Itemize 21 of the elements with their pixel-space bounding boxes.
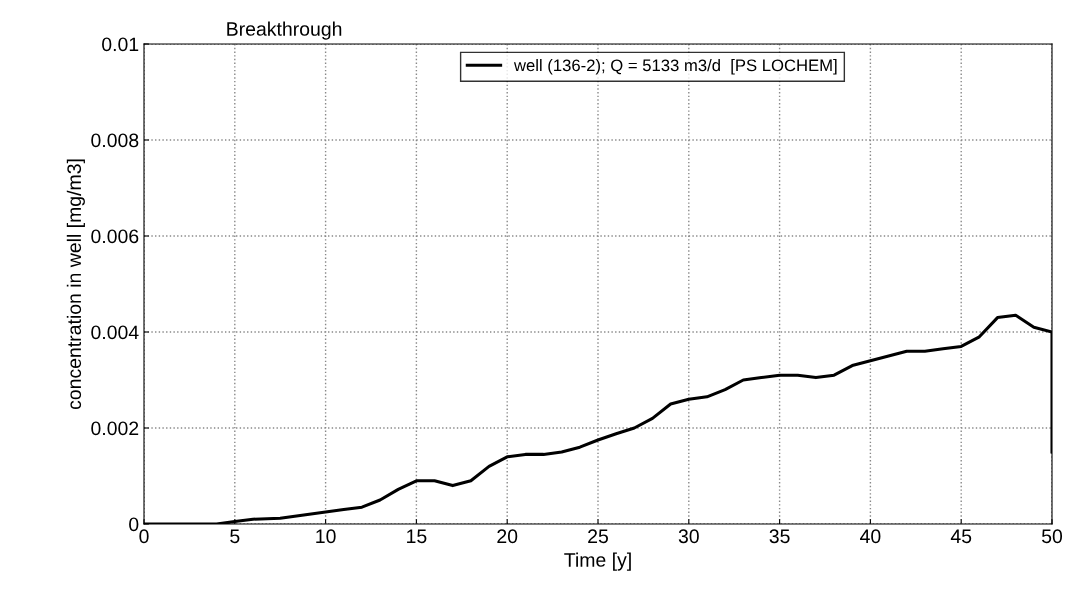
- x-tick-label: 5: [230, 529, 240, 544]
- x-tick-label: 15: [407, 529, 427, 544]
- y-tick-label: 0.004: [91, 325, 139, 340]
- y-tick-label: 0.006: [91, 229, 139, 244]
- y-tick-label: 0: [129, 517, 139, 532]
- x-tick-label: 10: [316, 529, 336, 544]
- y-tick-label: 0.01: [102, 37, 139, 52]
- x-tick-label: 35: [769, 529, 790, 544]
- x-tick-label: 40: [860, 529, 881, 544]
- x-tick-label: 20: [497, 529, 518, 544]
- y-tick-label: 0.008: [91, 133, 139, 148]
- x-tick-label: 25: [588, 529, 608, 544]
- x-tick-label: 30: [678, 529, 699, 544]
- x-tick-label: 0: [139, 529, 149, 544]
- legend-label: well (136-2); Q = 5133 m3/d [PS LOCHEM]: [513, 59, 837, 75]
- x-axis-title: Time [y]: [564, 552, 631, 571]
- y-tick-label: 0.002: [91, 421, 139, 436]
- x-tick-label: 45: [950, 529, 972, 544]
- y-axis-title: concentration in well [mg/m3]: [66, 159, 85, 410]
- x-tick-label: 50: [1041, 529, 1063, 544]
- chart-title: Breakthrough: [227, 21, 342, 40]
